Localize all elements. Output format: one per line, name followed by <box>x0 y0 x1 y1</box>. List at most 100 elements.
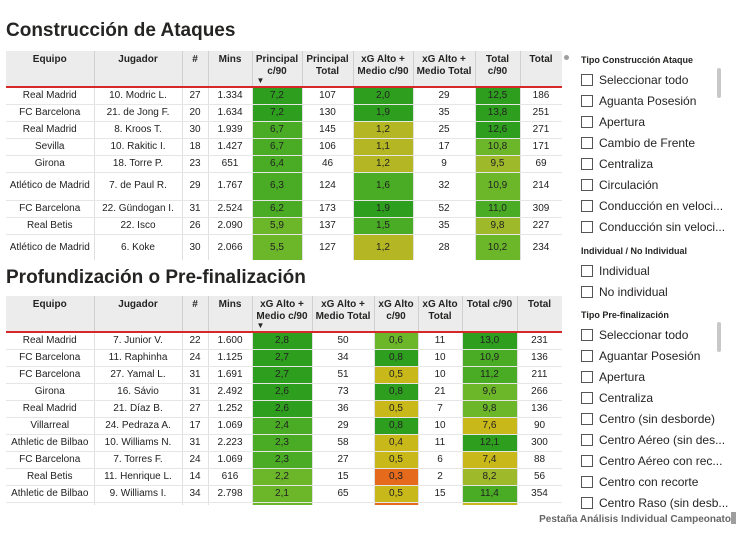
column-header[interactable]: Mins <box>208 51 253 88</box>
table-row[interactable]: Girona 18. Torre P. 23 651 6,4 46 1,2 9 9,5 69 <box>6 155 562 173</box>
table-row[interactable]: Real Betis 22. Isco 26 2.090 5,9 137 1,5 35 9,8 2… <box>6 217 562 235</box>
table-cell: 9,8 <box>462 400 518 418</box>
checkbox[interactable] <box>581 178 593 191</box>
column-header[interactable]: xG Alto + Medio Total <box>312 296 375 333</box>
slicer-option[interactable]: Aguantar Posesión <box>581 345 731 366</box>
checkbox[interactable] <box>581 496 593 509</box>
column-header[interactable]: Principal Total <box>302 51 354 88</box>
slicer-option[interactable]: Centro Raso (sin desb... <box>581 492 731 513</box>
slicer-scrollbar[interactable] <box>717 322 721 352</box>
column-header[interactable]: xG Alto + Medio c/90 <box>353 51 414 88</box>
slicer-option-label: Circulación <box>599 177 659 192</box>
table-row[interactable]: FC Barcelona 21. de Jong F. 20 1.634 7,2 130 1… <box>6 104 562 122</box>
column-header[interactable]: Total c/90 <box>475 51 521 88</box>
checkbox[interactable] <box>581 115 593 128</box>
checkbox[interactable] <box>581 220 593 233</box>
table-row[interactable]: FC Barcelona 7. Torres F. 24 1.069 2,3 27 0,5 6… <box>6 451 562 469</box>
column-header[interactable]: # <box>182 51 209 88</box>
slicer-option[interactable]: Aguanta Posesión <box>581 90 731 111</box>
table-row[interactable]: Sevilla 10. Rakitic I. 18 1.427 6,7 106 1,1 17 1… <box>6 138 562 156</box>
table-row[interactable]: Girona 16. Sávio 31 2.492 2,6 73 0,8 21 9,6 266 <box>6 383 562 401</box>
column-header[interactable]: Total <box>520 51 562 88</box>
checkbox[interactable] <box>581 199 593 212</box>
table-cell: 6,4 <box>252 155 303 173</box>
table-cell: 36 <box>312 400 375 418</box>
slicer-option[interactable]: Centro Aéreo con rec... <box>581 450 731 471</box>
column-header[interactable]: Total c/90 <box>462 296 518 333</box>
slicer-option[interactable]: Apertura <box>581 366 731 387</box>
column-header[interactable]: xG Alto + Medio Total <box>413 51 476 88</box>
sort-descending-icon[interactable]: ▼ <box>256 321 265 330</box>
checkbox[interactable] <box>581 264 593 277</box>
table-cell: 35 <box>413 104 476 122</box>
slicer-option[interactable]: Individual <box>581 260 731 281</box>
slicer-option[interactable]: Conducción sin veloci... <box>581 216 731 237</box>
checkbox[interactable] <box>581 285 593 298</box>
table-row[interactable]: Athletic de Bilbao 10. Williams N. 31 2.223… <box>6 434 562 452</box>
slicer-option[interactable]: Cambio de Frente <box>581 132 731 153</box>
slicer-option[interactable]: Centro con recorte <box>581 471 731 492</box>
slicer-option[interactable]: Conducción en veloci... <box>581 195 731 216</box>
slicer-option-label: Centro Aéreo (sin des... <box>599 432 726 447</box>
table-cell: 69 <box>520 155 562 173</box>
table-cell: 7. Torres F. <box>94 451 183 469</box>
table-cell: Girona <box>6 383 95 401</box>
column-header[interactable]: xG Alto Total <box>418 296 463 333</box>
table-cell: 8,2 <box>462 468 518 486</box>
table-cell: 10,9 <box>475 172 521 201</box>
table-cell: 251 <box>520 104 562 122</box>
slicer-option[interactable]: Centraliza <box>581 153 731 174</box>
table-row[interactable]: Atlético de Madrid 6. Koke 30 2.066 5,5 127 1,… <box>6 234 562 260</box>
checkbox[interactable] <box>581 454 593 467</box>
table-row[interactable]: Villarreal 24. Pedraza A. 17 1.069 2,4 29 0,8 1… <box>6 417 562 435</box>
table-row[interactable]: Real Madrid 7. Junior V. 22 1.600 2,8 50 0,6 11… <box>6 332 562 350</box>
checkbox[interactable] <box>581 94 593 107</box>
slicer-option[interactable]: Circulación <box>581 174 731 195</box>
sort-descending-icon[interactable]: ▼ <box>256 76 265 85</box>
table-row[interactable]: Real Madrid 10. Modric L. 27 1.334 7,2 107 2,0… <box>6 87 562 105</box>
table-row[interactable]: FC Barcelona 11. Raphinha 24 1.125 2,7 34 0,8 1… <box>6 349 562 367</box>
checkbox[interactable] <box>581 412 593 425</box>
slicer-option[interactable]: Apertura <box>581 111 731 132</box>
table-row[interactable]: Real Madrid 8. Kroos T. 30 1.939 6,7 145 1,2 25… <box>6 121 562 139</box>
slicer-option[interactable]: Centraliza <box>581 387 731 408</box>
slicer-option[interactable]: Seleccionar todo <box>581 69 731 90</box>
slicer-option[interactable]: No individual <box>581 281 731 302</box>
checkbox[interactable] <box>581 391 593 404</box>
page-scroll-handle[interactable] <box>731 512 736 524</box>
column-header[interactable]: Equipo <box>6 296 95 333</box>
checkbox[interactable] <box>581 328 593 341</box>
scroll-indicator[interactable] <box>564 55 569 60</box>
slicer-scrollbar[interactable] <box>717 68 721 98</box>
table-cell: 10. Rakitic I. <box>94 138 183 156</box>
slicer-option[interactable]: Seleccionar todo <box>581 324 731 345</box>
checkbox[interactable] <box>581 349 593 362</box>
column-header[interactable]: # <box>182 296 209 333</box>
table-row[interactable]: Real Betis 11. Henrique L. 14 616 2,2 15 0,3 2 8… <box>6 468 562 486</box>
checkbox[interactable] <box>581 157 593 170</box>
column-header[interactable]: xG Alto c/90 <box>374 296 419 333</box>
table-row[interactable]: Atlético de Madrid 7. de Paul R. 29 1.767 6,… <box>6 172 562 201</box>
table-cell: 50 <box>312 332 375 350</box>
slicer-option[interactable]: Centro Aéreo (sin des... <box>581 429 731 450</box>
column-header[interactable]: Equipo <box>6 51 95 88</box>
table-row[interactable]: Real Madrid 21. Díaz B. 27 1.252 2,6 36 0,5 7 9,… <box>6 400 562 418</box>
table-row[interactable]: FC Barcelona 27. Yamal L. 31 1.691 2,7 51 0,5 1… <box>6 366 562 384</box>
column-header[interactable]: Total <box>517 296 562 333</box>
table-cell: Real Betis <box>6 217 95 235</box>
column-header[interactable]: Mins <box>208 296 253 333</box>
table-row[interactable]: Athletic de Bilbao 9. Williams I. 34 2.798 2… <box>6 485 562 503</box>
column-header[interactable]: Jugador <box>94 296 183 333</box>
column-header[interactable]: Principal c/90 ▼ <box>252 51 303 88</box>
table-row[interactable]: FC Barcelona 22. Gündogan I. 31 2.524 6,2 173… <box>6 200 562 218</box>
table-cell: 30 <box>182 121 209 139</box>
column-header[interactable]: xG Alto + Medio c/90 ▼ <box>252 296 313 333</box>
checkbox[interactable] <box>581 73 593 86</box>
checkbox[interactable] <box>581 475 593 488</box>
checkbox[interactable] <box>581 370 593 383</box>
slicer-option[interactable]: Centro (sin desborde) <box>581 408 731 429</box>
checkbox[interactable] <box>581 136 593 149</box>
column-header[interactable]: Jugador <box>94 51 183 88</box>
checkbox[interactable] <box>581 433 593 446</box>
